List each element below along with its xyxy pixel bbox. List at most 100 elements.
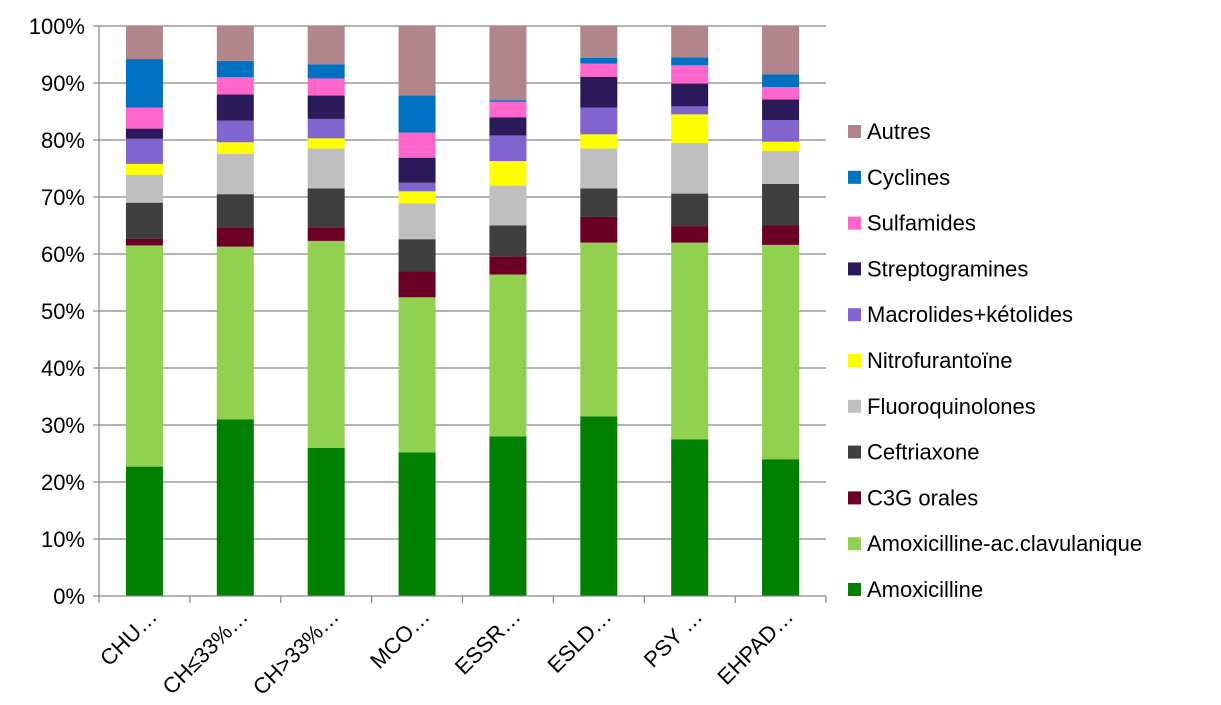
x-tick-label: PSY … <box>639 604 707 672</box>
bar-segment <box>398 297 436 453</box>
bar-segment <box>125 174 163 203</box>
legend-label: Ceftriaxone <box>867 440 980 465</box>
bar-segment <box>489 256 527 275</box>
bar-segment <box>216 26 254 61</box>
y-tick-label: 40% <box>41 356 85 381</box>
legend-swatch <box>848 491 861 505</box>
legend-swatch <box>848 537 861 551</box>
bar-segment <box>671 226 709 243</box>
bar-segment <box>580 216 618 243</box>
bar-segment <box>671 106 709 115</box>
legend-swatch <box>848 262 861 276</box>
legend-label: Cyclines <box>867 165 950 190</box>
legend-swatch <box>848 445 861 459</box>
bar-segment <box>671 26 709 58</box>
bar-segment <box>216 194 254 228</box>
bar-segment <box>580 63 618 77</box>
bar-segment <box>762 150 800 184</box>
bar-segment <box>580 416 618 596</box>
bar-segment <box>762 86 800 100</box>
bar-segment <box>307 118 345 139</box>
bar-segment <box>762 183 800 226</box>
bar-segment <box>762 74 800 87</box>
bar-segment <box>125 138 163 164</box>
x-tick-label: CH≤33%… <box>157 604 252 699</box>
x-tick-label: ESSR… <box>450 604 526 680</box>
bar-segment <box>489 161 527 186</box>
bar-segment <box>671 114 709 143</box>
x-tick-label: EHPAD… <box>712 604 798 690</box>
legend-swatch <box>848 216 861 230</box>
bars <box>125 26 800 596</box>
legend-swatch <box>848 170 861 184</box>
y-tick-label: 30% <box>41 413 85 438</box>
bar-segment <box>398 239 436 272</box>
bar-segment <box>216 60 254 78</box>
bar-segment <box>125 107 163 129</box>
bar-segment <box>307 26 345 65</box>
bar-segment <box>398 157 436 183</box>
bar-segment <box>580 148 618 189</box>
bar-segment <box>398 452 436 596</box>
bar-segment <box>762 459 800 596</box>
bar-segment <box>307 78 345 96</box>
bar-segment <box>671 142 709 194</box>
bar-segment <box>580 76 618 108</box>
bar-segment <box>216 94 254 121</box>
legend-label: Autres <box>867 119 931 144</box>
bar-segment <box>580 26 618 58</box>
legend-label: Streptogramines <box>867 256 1028 281</box>
bar-segment <box>489 436 527 596</box>
bar-segment <box>489 185 527 226</box>
legend-label: Amoxicilline-ac.clavulanique <box>867 531 1142 556</box>
bar-segment <box>398 191 436 204</box>
bar-segment <box>125 128 163 139</box>
gridlines <box>99 25 826 540</box>
legend-label: Nitrofurantoïne <box>867 348 1013 373</box>
bar-segment <box>580 188 618 217</box>
bar-segment <box>580 242 618 417</box>
bar-segment <box>762 225 800 245</box>
legend-swatch <box>848 354 861 367</box>
bar-segment <box>671 65 709 84</box>
y-tick-label: 50% <box>41 299 85 324</box>
bar-segment <box>125 59 163 108</box>
legend-label: C3G orales <box>867 485 978 510</box>
bar-segment <box>398 132 436 158</box>
y-tick-label: 100% <box>29 14 85 39</box>
bar-segment <box>125 26 163 60</box>
bar-segment <box>398 271 436 298</box>
bar-segment <box>216 153 254 195</box>
bar-segment <box>307 447 345 596</box>
legend-label: Amoxicilline <box>867 577 983 602</box>
bar-segment <box>580 107 618 135</box>
bar-segment <box>307 64 345 79</box>
y-tick-label: 20% <box>41 470 85 495</box>
bar-segment <box>580 134 618 149</box>
bar-segment <box>216 419 254 596</box>
bar-segment <box>671 83 709 107</box>
bar-segment <box>489 225 527 257</box>
bar-segment <box>216 77 254 95</box>
y-tick-label: 60% <box>41 242 85 267</box>
bar-segment <box>125 163 163 175</box>
bar-segment <box>307 138 345 149</box>
legend-swatch <box>848 125 861 138</box>
bar-segment <box>125 202 163 239</box>
y-tick-label: 10% <box>41 527 85 552</box>
bar-segment <box>762 26 800 75</box>
bar-segment <box>762 120 800 142</box>
bar-segment <box>398 182 436 192</box>
bar-segment <box>489 100 527 102</box>
bar-segment <box>398 203 436 240</box>
bar-segment <box>762 141 800 151</box>
x-tick-label: ESLD… <box>542 604 616 678</box>
bar-segment <box>762 99 800 121</box>
bar-segment <box>307 188 345 228</box>
bar-segment <box>398 26 436 96</box>
bar-segment <box>125 466 163 596</box>
legend-swatch <box>848 399 861 413</box>
bar-segment <box>762 244 800 460</box>
